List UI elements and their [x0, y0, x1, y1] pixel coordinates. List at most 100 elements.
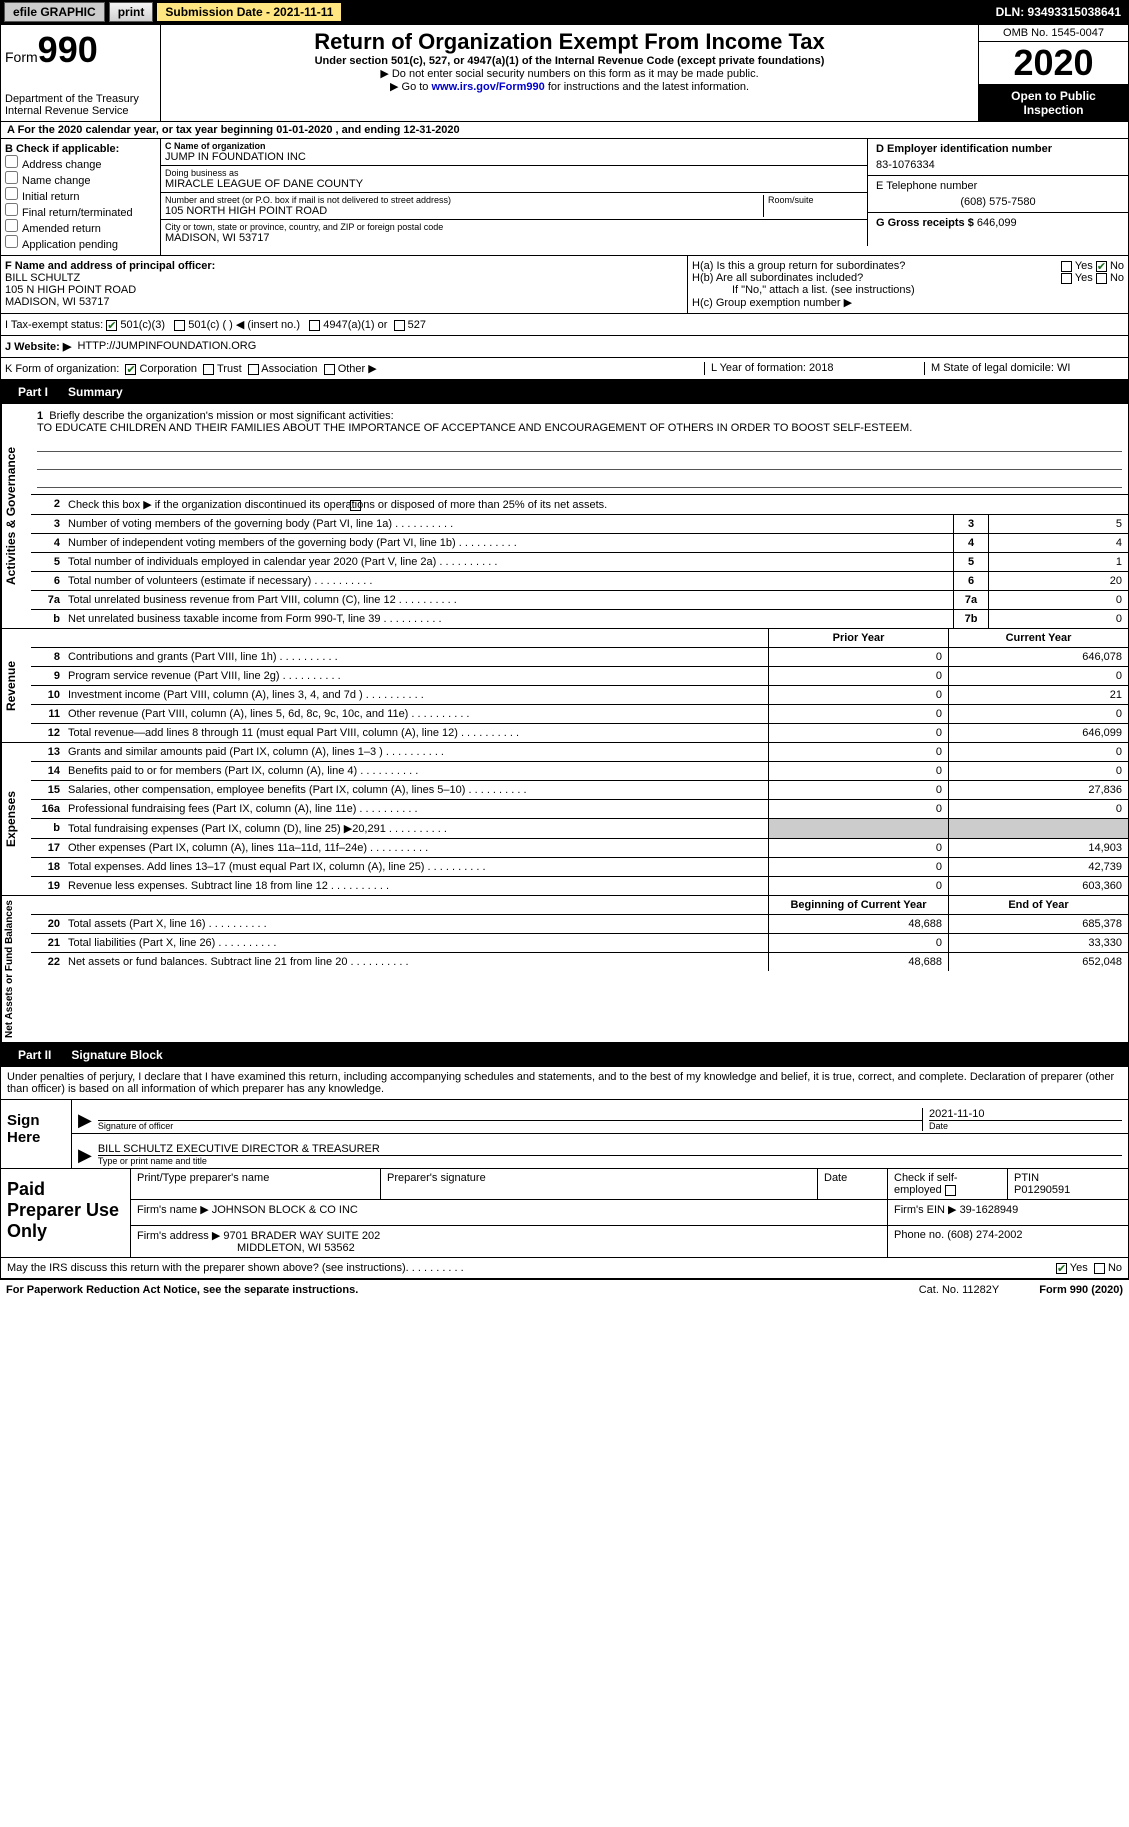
- website-label: J Website: ▶: [5, 340, 71, 353]
- city-label: City or town, state or province, country…: [165, 222, 863, 232]
- ein: 83-1076334: [876, 155, 1120, 171]
- line-a: A For the 2020 calendar year, or tax yea…: [0, 122, 1129, 138]
- part1-header: Part ISummary: [0, 380, 1129, 404]
- form-note2: ▶ Go to www.irs.gov/Form990 for instruct…: [165, 80, 974, 93]
- line2-label: Check this box ▶ if the organization dis…: [66, 495, 1128, 514]
- topbar: efile GRAPHIC print Submission Date - 20…: [0, 0, 1129, 24]
- form-note1: ▶ Do not enter social security numbers o…: [165, 67, 974, 80]
- tax-year: 2020: [979, 42, 1128, 85]
- fin-row: 13Grants and similar amounts paid (Part …: [31, 743, 1128, 762]
- gov-row: 7aTotal unrelated business revenue from …: [31, 591, 1128, 610]
- org-name-label: C Name of organization: [165, 141, 863, 151]
- fin-row: 11Other revenue (Part VIII, column (A), …: [31, 705, 1128, 724]
- prep-date-label: Date: [818, 1169, 888, 1199]
- col-begin-year: Beginning of Current Year: [768, 896, 948, 914]
- hb-row: H(b) Are all subordinates included? Yes …: [692, 272, 1124, 284]
- officer-label: F Name and address of principal officer:: [5, 260, 215, 272]
- addr-label: Number and street (or P.O. box if mail i…: [165, 195, 763, 205]
- mission-text: TO EDUCATE CHILDREN AND THEIR FAMILIES A…: [37, 422, 912, 434]
- vtab-expenses: Expenses: [1, 743, 31, 895]
- form-number: Form990: [5, 29, 156, 71]
- vtab-governance: Activities & Governance: [1, 404, 31, 628]
- box-b-label: B Check if applicable:: [5, 143, 156, 155]
- paid-preparer-label: Paid Preparer Use Only: [1, 1169, 131, 1257]
- website: HTTP://JUMPINFOUNDATION.ORG: [77, 340, 256, 353]
- app-pending-checkbox[interactable]: Application pending: [5, 235, 156, 251]
- fin-row: 19Revenue less expenses. Subtract line 1…: [31, 877, 1128, 895]
- street-address: 105 NORTH HIGH POINT ROAD: [165, 205, 763, 217]
- hc-row: H(c) Group exemption number ▶: [692, 296, 1124, 309]
- arrow-icon: ▶: [78, 1110, 92, 1131]
- state-domicile: M State of legal domicile: WI: [924, 362, 1124, 375]
- hb-note: If "No," attach a list. (see instruction…: [692, 284, 1124, 296]
- sig-date-label: Date: [929, 1120, 1122, 1131]
- vtab-net-assets: Net Assets or Fund Balances: [1, 896, 31, 1042]
- self-employed: Check if self-employed: [888, 1169, 1008, 1199]
- irs-link[interactable]: www.irs.gov/Form990: [431, 81, 544, 93]
- fin-row: 22Net assets or fund balances. Subtract …: [31, 953, 1128, 971]
- print-button[interactable]: print: [109, 2, 154, 22]
- gov-row: bNet unrelated business taxable income f…: [31, 610, 1128, 628]
- firm-ein: Firm's EIN ▶ 39-1628949: [888, 1200, 1128, 1225]
- ein-label: D Employer identification number: [876, 143, 1120, 155]
- fin-row: 14Benefits paid to or for members (Part …: [31, 762, 1128, 781]
- fin-row: 16aProfessional fundraising fees (Part I…: [31, 800, 1128, 819]
- fin-row: 21Total liabilities (Part X, line 26)033…: [31, 934, 1128, 953]
- fin-row: 18Total expenses. Add lines 13–17 (must …: [31, 858, 1128, 877]
- form-subtitle: Under section 501(c), 527, or 4947(a)(1)…: [165, 55, 974, 67]
- col-current-year: Current Year: [948, 629, 1128, 647]
- row-i: I Tax-exempt status: 501(c)(3) 501(c) ( …: [5, 318, 1124, 331]
- initial-return-checkbox[interactable]: Initial return: [5, 187, 156, 203]
- fin-row: bTotal fundraising expenses (Part IX, co…: [31, 819, 1128, 839]
- phone: (608) 575-7580: [876, 192, 1120, 208]
- org-name: JUMP IN FOUNDATION INC: [165, 151, 863, 163]
- phone-label: E Telephone number: [876, 180, 1120, 192]
- ptin-cell: PTINP01290591: [1008, 1169, 1128, 1199]
- prep-name-label: Print/Type preparer's name: [131, 1169, 381, 1199]
- fin-row: 15Salaries, other compensation, employee…: [31, 781, 1128, 800]
- col-end-year: End of Year: [948, 896, 1128, 914]
- gross-receipts: 646,099: [977, 217, 1017, 229]
- ha-row: H(a) Is this a group return for subordin…: [692, 260, 1124, 272]
- department: Department of the Treasury Internal Reve…: [5, 93, 156, 117]
- signature-declaration: Under penalties of perjury, I declare th…: [1, 1067, 1128, 1099]
- gov-row: 3Number of voting members of the governi…: [31, 515, 1128, 534]
- addr-change-checkbox[interactable]: Address change: [5, 155, 156, 171]
- gross-receipts-label: G Gross receipts $: [876, 217, 974, 229]
- omb-number: OMB No. 1545-0047: [979, 25, 1128, 42]
- prep-sig-label: Preparer's signature: [381, 1169, 818, 1199]
- efile-graphic-button[interactable]: efile GRAPHIC: [4, 2, 105, 22]
- officer-name: BILL SCHULTZ: [5, 272, 80, 284]
- firm-addr: Firm's address ▶ 9701 BRADER WAY SUITE 2…: [131, 1226, 888, 1257]
- col-prior-year: Prior Year: [768, 629, 948, 647]
- room-label: Room/suite: [768, 195, 863, 205]
- year-formation: L Year of formation: 2018: [704, 362, 924, 375]
- fin-row: 10Investment income (Part VIII, column (…: [31, 686, 1128, 705]
- type-name-label: Type or print name and title: [98, 1155, 1122, 1166]
- entity-block: B Check if applicable: Address change Na…: [0, 138, 1129, 256]
- firm-phone: Phone no. (608) 274-2002: [888, 1226, 1128, 1257]
- city-state-zip: MADISON, WI 53717: [165, 232, 863, 244]
- gov-row: 5Total number of individuals employed in…: [31, 553, 1128, 572]
- row-k: K Form of organization: Corporation Trus…: [5, 362, 704, 375]
- dba-label: Doing business as: [165, 168, 863, 178]
- part2-header: Part IISignature Block: [0, 1043, 1129, 1067]
- fin-row: 20Total assets (Part X, line 16)48,68868…: [31, 915, 1128, 934]
- sig-date: 2021-11-10: [929, 1108, 1122, 1120]
- footer: For Paperwork Reduction Act Notice, see …: [0, 1279, 1129, 1300]
- name-change-checkbox[interactable]: Name change: [5, 171, 156, 187]
- vtab-revenue: Revenue: [1, 629, 31, 742]
- form-title: Return of Organization Exempt From Incom…: [165, 29, 974, 55]
- gov-row: 4Number of independent voting members of…: [31, 534, 1128, 553]
- amended-return-checkbox[interactable]: Amended return: [5, 219, 156, 235]
- dln: DLN: 93493315038641: [996, 5, 1125, 19]
- fin-row: 12Total revenue—add lines 8 through 11 (…: [31, 724, 1128, 742]
- gov-row: 6Total number of volunteers (estimate if…: [31, 572, 1128, 591]
- fin-row: 8Contributions and grants (Part VIII, li…: [31, 648, 1128, 667]
- submission-date: Submission Date - 2021-11-11: [157, 3, 341, 21]
- officer-print-name: BILL SCHULTZ EXECUTIVE DIRECTOR & TREASU…: [98, 1143, 1122, 1155]
- final-return-checkbox[interactable]: Final return/terminated: [5, 203, 156, 219]
- arrow-icon: ▶: [78, 1145, 92, 1166]
- open-inspection: Open to Public Inspection: [979, 85, 1128, 121]
- discuss-row: May the IRS discuss this return with the…: [1, 1257, 1128, 1278]
